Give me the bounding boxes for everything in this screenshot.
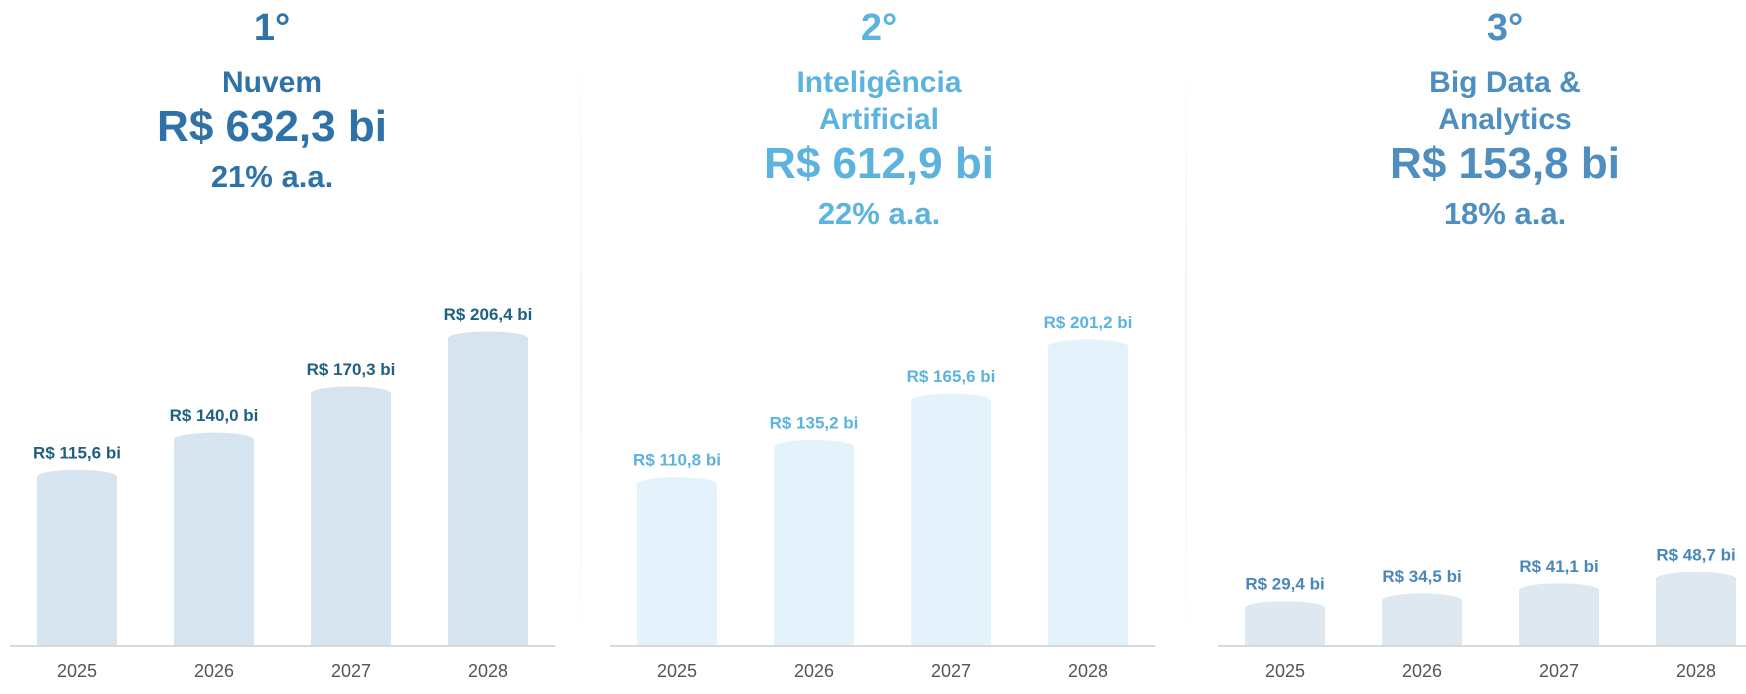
value-label: R$ 110,8 bi — [633, 451, 721, 470]
x-tick-label: 2027 — [331, 661, 371, 681]
chart-title: Inteligência Artificial — [796, 66, 962, 136]
bar — [637, 477, 717, 646]
bar — [1048, 339, 1128, 646]
chart-header: 3° Big Data & Analytics R$ 153,8 bi 18% a.a… — [1355, 6, 1655, 234]
value-label: R$ 34,5 bi — [1382, 567, 1461, 586]
x-tick-label: 2028 — [1676, 661, 1716, 681]
growth: 21% a.a. — [210, 159, 334, 194]
total: R$ 612,9 bi — [764, 139, 994, 188]
x-tick-label: 2025 — [1265, 661, 1305, 681]
chart-header: 1° Nuvem R$ 632,3 bi 21% a.a. — [122, 6, 422, 197]
bar — [911, 393, 991, 646]
value-label: R$ 140,0 bi — [170, 406, 259, 425]
value-label: R$ 115,6 bi — [33, 443, 121, 462]
bar — [1656, 571, 1736, 646]
chart-header: 2° Inteligência Artificial R$ 612,9 bi 22% … — [729, 6, 1029, 234]
chart-panel: 2° Inteligência Artificial R$ 612,9 bi 22% … — [600, 0, 1182, 694]
bar — [774, 439, 854, 646]
chart-panel: 3° Big Data & Analytics R$ 153,8 bi 18% a.a… — [1208, 0, 1746, 694]
growth: 22% a.a. — [817, 196, 941, 231]
bar — [1245, 601, 1325, 646]
bar — [174, 432, 254, 646]
x-tick-label: 2026 — [1402, 661, 1442, 681]
value-label: R$ 29,4 bi — [1245, 575, 1324, 594]
bar — [311, 386, 391, 646]
value-label: R$ 201,2 bi — [1044, 313, 1133, 332]
chart: R$ 115,6 bi 2025 R$ 140,0 bi 2026 R$ 170,3 b… — [10, 305, 555, 681]
value-label: R$ 41,1 bi — [1519, 557, 1598, 576]
value-label: R$ 48,7 bi — [1656, 545, 1735, 564]
rank: 3° — [1486, 7, 1524, 49]
value-label: R$ 135,2 bi — [770, 413, 859, 432]
x-tick-label: 2026 — [794, 661, 834, 681]
total: R$ 632,3 bi — [157, 102, 387, 151]
x-tick-label: 2025 — [57, 661, 97, 681]
chart-title: Big Data & Analytics — [1429, 66, 1581, 136]
bar — [1382, 593, 1462, 646]
x-tick-label: 2028 — [468, 661, 508, 681]
rank: 1° — [253, 7, 291, 49]
x-tick-label: 2027 — [931, 661, 971, 681]
bar — [37, 469, 117, 646]
x-tick-label: 2027 — [1539, 661, 1579, 681]
bar — [1519, 583, 1599, 646]
x-tick-label: 2028 — [1068, 661, 1108, 681]
chart-title: Nuvem — [221, 66, 323, 99]
chart: R$ 29,4 bi 2025 R$ 34,5 bi 2026 R$ 41,1 bi 20… — [1218, 545, 1746, 681]
rank: 2° — [860, 7, 898, 49]
x-tick-label: 2026 — [194, 661, 234, 681]
growth: 18% a.a. — [1443, 196, 1567, 231]
value-label: R$ 206,4 bi — [444, 305, 533, 324]
bar — [448, 331, 528, 646]
x-tick-label: 2025 — [657, 661, 697, 681]
value-label: R$ 170,3 bi — [307, 360, 396, 379]
separator — [1185, 30, 1187, 670]
chart: R$ 110,8 bi 2025 R$ 135,2 bi 2026 R$ 165,6 b… — [610, 313, 1155, 681]
separator — [580, 30, 582, 670]
value-label: R$ 165,6 bi — [907, 367, 996, 386]
chart-panel: 1° Nuvem R$ 632,3 bi 21% a.a. R$ 115,6 bi 202… — [0, 0, 582, 694]
total: R$ 153,8 bi — [1390, 139, 1620, 188]
